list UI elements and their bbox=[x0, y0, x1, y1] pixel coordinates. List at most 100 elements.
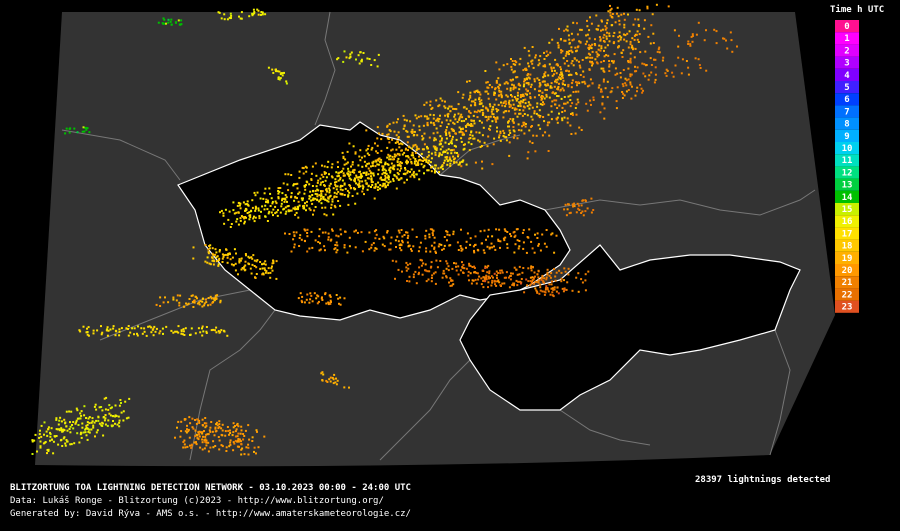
strike bbox=[622, 49, 625, 52]
strike bbox=[180, 329, 183, 332]
strike bbox=[440, 243, 443, 246]
strike bbox=[437, 155, 440, 158]
strike bbox=[504, 100, 507, 103]
strike bbox=[219, 211, 221, 214]
strike bbox=[474, 278, 477, 281]
strike bbox=[405, 266, 408, 269]
strike bbox=[560, 68, 562, 71]
strike bbox=[298, 170, 301, 173]
strike bbox=[372, 242, 375, 245]
strike bbox=[529, 97, 532, 100]
strike bbox=[463, 119, 466, 122]
strike bbox=[49, 435, 52, 438]
strike bbox=[396, 152, 399, 155]
strike bbox=[298, 237, 301, 239]
strike bbox=[536, 237, 539, 239]
strike bbox=[388, 123, 391, 126]
strike bbox=[63, 418, 66, 421]
strike bbox=[380, 178, 383, 181]
strike bbox=[155, 303, 158, 306]
strike bbox=[391, 138, 394, 141]
strike bbox=[453, 144, 456, 147]
strike bbox=[495, 284, 498, 287]
legend-swatch bbox=[835, 154, 859, 167]
strike bbox=[212, 259, 215, 262]
strike bbox=[233, 442, 236, 445]
strike bbox=[423, 143, 426, 146]
strike bbox=[90, 428, 93, 431]
strike bbox=[320, 173, 323, 176]
strike bbox=[510, 79, 513, 82]
legend-label: 13 bbox=[842, 181, 853, 191]
strike bbox=[290, 192, 293, 195]
strike bbox=[585, 40, 588, 43]
strike bbox=[398, 146, 401, 149]
strike bbox=[66, 429, 69, 432]
strike bbox=[543, 51, 545, 54]
strike bbox=[447, 269, 450, 272]
strike bbox=[643, 19, 646, 22]
strike bbox=[560, 73, 563, 76]
strike bbox=[253, 446, 256, 449]
strike bbox=[127, 334, 130, 337]
strike bbox=[541, 80, 544, 83]
strike bbox=[410, 249, 413, 252]
strike bbox=[455, 269, 458, 272]
strike bbox=[654, 73, 657, 76]
strike bbox=[75, 421, 78, 424]
strike bbox=[204, 440, 207, 443]
strike bbox=[591, 50, 594, 53]
strike bbox=[588, 46, 591, 49]
strike bbox=[162, 332, 164, 335]
strike bbox=[499, 269, 502, 272]
strike bbox=[75, 407, 78, 410]
strike bbox=[404, 173, 407, 176]
strike bbox=[231, 256, 234, 259]
strike bbox=[636, 90, 638, 93]
strike bbox=[68, 410, 71, 413]
strike bbox=[584, 273, 587, 276]
strike bbox=[324, 231, 327, 234]
strike bbox=[69, 431, 72, 434]
strike bbox=[478, 96, 481, 99]
strike bbox=[495, 108, 498, 110]
strike bbox=[457, 91, 460, 94]
strike bbox=[186, 445, 189, 448]
strike bbox=[515, 76, 518, 79]
strike bbox=[527, 50, 530, 53]
strike bbox=[585, 34, 588, 37]
strike bbox=[452, 230, 455, 233]
strike bbox=[217, 264, 220, 267]
strike bbox=[657, 48, 660, 51]
strike bbox=[492, 113, 495, 116]
strike bbox=[430, 170, 433, 173]
strike bbox=[535, 289, 538, 292]
strike bbox=[43, 421, 46, 424]
strike bbox=[414, 270, 417, 273]
strike bbox=[457, 103, 460, 106]
strike bbox=[501, 104, 504, 107]
strike bbox=[339, 178, 342, 181]
strike bbox=[450, 105, 453, 108]
strike bbox=[406, 231, 409, 234]
strike bbox=[306, 232, 309, 234]
strike bbox=[92, 329, 95, 332]
strike bbox=[598, 44, 601, 47]
strike bbox=[287, 205, 290, 207]
strike bbox=[356, 192, 359, 195]
strike bbox=[409, 158, 412, 161]
strike bbox=[380, 161, 383, 164]
strike bbox=[215, 297, 218, 300]
strike bbox=[341, 179, 344, 182]
strike bbox=[590, 47, 593, 50]
strike bbox=[555, 78, 558, 81]
strike bbox=[588, 37, 591, 40]
strike bbox=[531, 106, 534, 109]
strike bbox=[487, 118, 490, 121]
strike bbox=[511, 99, 514, 102]
strike bbox=[488, 270, 491, 273]
strike bbox=[218, 249, 221, 251]
strike bbox=[366, 57, 369, 60]
strike bbox=[631, 37, 634, 40]
strike bbox=[422, 124, 425, 127]
